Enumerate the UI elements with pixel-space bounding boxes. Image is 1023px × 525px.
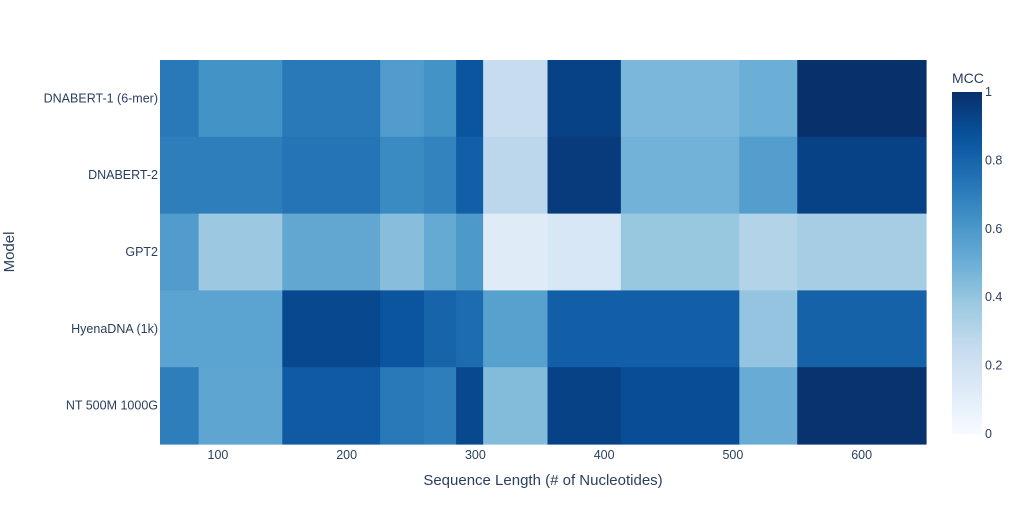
heatmap-cell <box>198 136 283 215</box>
heatmap-cell <box>483 367 549 445</box>
y-tick-label: DNABERT-2 <box>88 168 158 182</box>
heatmap-cells <box>160 60 927 445</box>
heatmap-cell <box>423 290 457 368</box>
heatmap-cell <box>620 60 740 138</box>
colorbar-tick-label: 0.2 <box>985 359 1002 373</box>
colorbar-title: MCC <box>952 70 984 86</box>
heatmap-cell <box>547 136 622 215</box>
y-tick-label: GPT2 <box>125 245 158 259</box>
x-axis-title: Sequence Length (# of Nucleotides) <box>423 472 662 489</box>
heatmap-cell <box>380 290 425 368</box>
colorbar-tick-label: 0 <box>985 427 992 441</box>
heatmap-cell <box>282 213 381 291</box>
heatmap-cell <box>282 136 381 215</box>
heatmap-cell <box>423 136 457 215</box>
heatmap-cell <box>797 213 927 291</box>
heatmap-cell <box>380 367 425 445</box>
heatmap-cell <box>456 213 484 291</box>
heatmap-cell <box>380 60 425 138</box>
colorbar-ticks: 0 0.2 0.4 0.6 0.8 1 <box>985 85 1002 441</box>
y-tick-label: DNABERT-1 (6-mer) <box>44 91 158 105</box>
heatmap-cell <box>483 213 549 291</box>
y-axis-title: Model <box>1 232 18 273</box>
colorbar <box>952 92 982 434</box>
x-tick-label: 500 <box>722 448 743 462</box>
y-axis-ticks: DNABERT-1 (6-mer) DNABERT-2 GPT2 HyenaDNA (… <box>44 91 158 412</box>
heatmap-cell <box>483 60 549 138</box>
heatmap-cell <box>282 60 381 138</box>
x-tick-label: 300 <box>465 448 486 462</box>
heatmap-cell <box>380 136 425 215</box>
heatmap-cell <box>456 60 484 138</box>
x-tick-label: 400 <box>594 448 615 462</box>
heatmap-cell <box>456 367 484 445</box>
heatmap-cell <box>282 367 381 445</box>
x-tick-label: 600 <box>851 448 872 462</box>
heatmap-cell <box>198 290 283 368</box>
heatmap-cell <box>547 290 622 368</box>
heatmap-cell <box>797 290 927 368</box>
x-tick-label: 100 <box>208 448 229 462</box>
heatmap-cell <box>456 136 484 215</box>
heatmap-cell <box>198 60 283 138</box>
heatmap-cell <box>739 136 798 215</box>
heatmap-cell <box>620 213 740 291</box>
heatmap-cell <box>739 290 798 368</box>
heatmap-cell <box>797 367 927 445</box>
heatmap-cell <box>423 213 457 291</box>
heatmap-cell <box>160 367 200 445</box>
heatmap-cell <box>739 367 798 445</box>
heatmap-cell <box>160 213 200 291</box>
heatmap-cell <box>483 136 549 215</box>
x-axis-ticks: 100 200 300 400 500 600 <box>208 448 873 462</box>
colorbar-tick-label: 0.6 <box>985 222 1002 236</box>
heatmap-cell <box>797 136 927 215</box>
x-tick-label: 200 <box>336 448 357 462</box>
heatmap-cell <box>198 213 283 291</box>
heatmap-cell <box>547 367 622 445</box>
colorbar-tick-label: 0.8 <box>985 153 1002 167</box>
heatmap-cell <box>282 290 381 368</box>
heatmap-cell <box>483 290 549 368</box>
heatmap-cell <box>797 60 927 138</box>
heatmap-cell <box>423 60 457 138</box>
heatmap-cell <box>620 290 740 368</box>
heatmap-cell <box>198 367 283 445</box>
heatmap-cell <box>547 213 622 291</box>
y-tick-label: NT 500M 1000G <box>66 399 158 413</box>
heatmap-cell <box>620 136 740 215</box>
heatmap-cell <box>620 367 740 445</box>
heatmap-cell <box>739 213 798 291</box>
heatmap-cell <box>380 213 425 291</box>
heatmap-cell <box>423 367 457 445</box>
heatmap-cell <box>160 136 200 215</box>
colorbar-tick-label: 0.4 <box>985 290 1002 304</box>
heatmap-cell <box>739 60 798 138</box>
y-tick-label: HyenaDNA (1k) <box>71 322 158 336</box>
heatmap-cell <box>160 290 200 368</box>
heatmap-cell <box>547 60 622 138</box>
colorbar-tick-label: 1 <box>985 85 992 99</box>
heatmap-cell <box>456 290 484 368</box>
heatmap-cell <box>160 60 200 138</box>
